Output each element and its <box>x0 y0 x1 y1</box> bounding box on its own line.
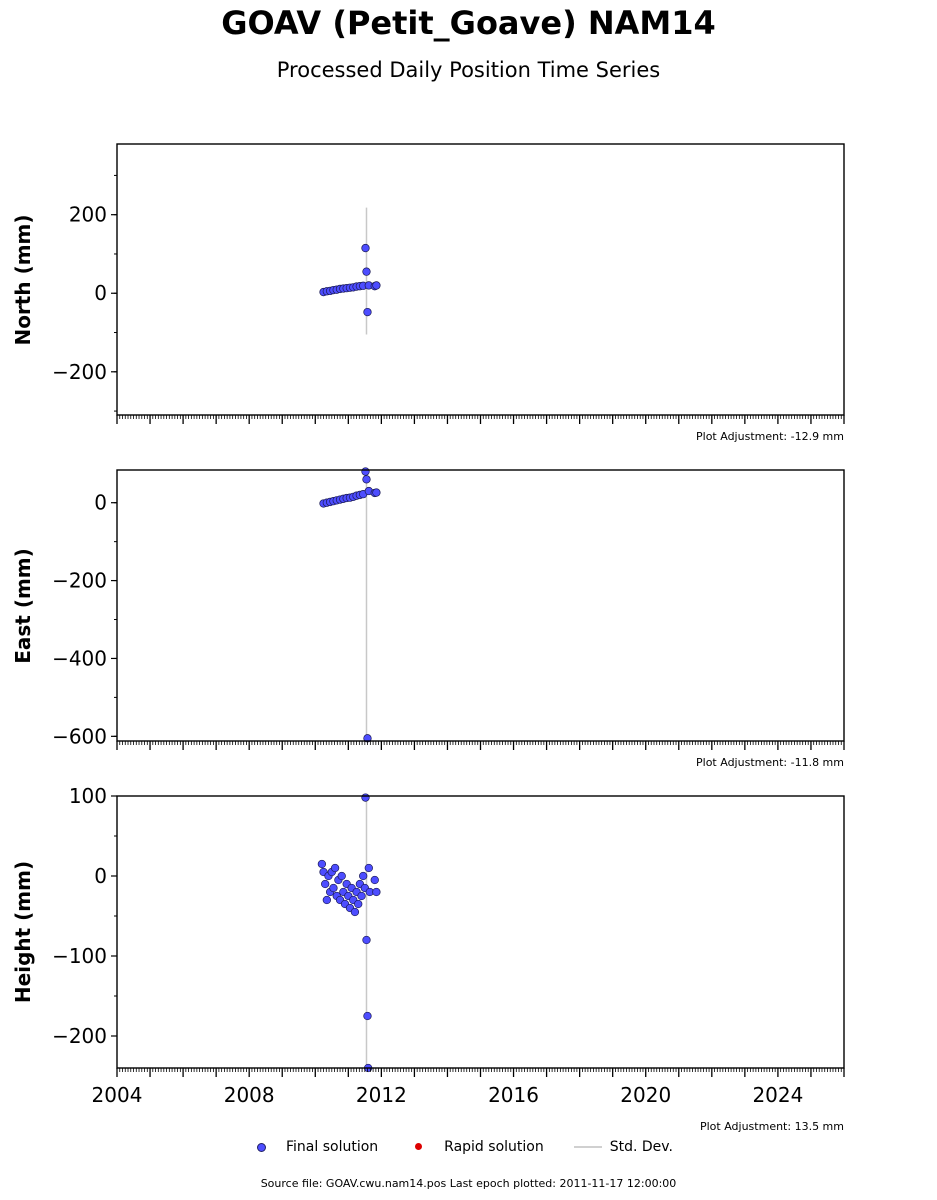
legend-item-stddev: Std. Dev. <box>573 1137 673 1157</box>
figure-subtitle: Processed Daily Position Time Series <box>276 58 661 82</box>
x-tick-label: 2024 <box>752 1083 803 1107</box>
y-tick-label: −200 <box>52 360 107 384</box>
legend-label-final: Final solution <box>286 1139 379 1155</box>
legend-label-stddev: Std. Dev. <box>609 1139 673 1155</box>
figure-title: GOAV (Petit_Goave) NAM14 <box>221 4 716 42</box>
data-point <box>329 883 338 893</box>
data-point <box>363 307 372 317</box>
y-tick-label: 0 <box>94 281 107 305</box>
source-note: Source file: GOAV.cwu.nam14.pos Last epo… <box>260 1177 677 1190</box>
data-point <box>337 871 346 881</box>
data-point <box>359 871 368 881</box>
x-tick-label: 2008 <box>224 1083 275 1107</box>
data-point <box>357 891 366 901</box>
data-point <box>370 875 379 885</box>
data-point <box>372 887 381 897</box>
data-point <box>350 907 360 917</box>
rapid-marker-icon <box>408 1137 438 1157</box>
y-tick-label: −100 <box>52 944 107 968</box>
stddev-line-icon <box>573 1137 604 1157</box>
plot-frame <box>116 795 845 1069</box>
panel-1: 200 0 −200 North (mm) Plot Adjustment: -12.9… <box>11 143 845 443</box>
data-point <box>372 281 381 290</box>
plot-adjustment-note: Plot Adjustment: 13.5 mm <box>700 1120 844 1133</box>
y-tick-label: 200 <box>69 203 107 227</box>
final-marker-icon <box>250 1137 280 1157</box>
y-tick-label: 0 <box>94 864 107 888</box>
y-axis-label: East (mm) <box>11 548 35 664</box>
y-tick-label: −400 <box>52 646 107 670</box>
data-point <box>364 863 373 873</box>
data-point <box>362 475 371 484</box>
y-tick-label: −600 <box>52 724 107 748</box>
data-point <box>362 267 371 276</box>
data-point <box>317 859 327 869</box>
data-point <box>354 899 363 909</box>
panel-3: 100 0 −100 −200 2004 2008 2012 2016 2020 2024 Heig… <box>11 784 845 1133</box>
plot-adjustment-note: Plot Adjustment: -11.8 mm <box>696 756 844 769</box>
y-tick-label: 0 <box>94 491 107 515</box>
x-tick-label: 2004 <box>92 1083 143 1107</box>
y-tick-label: 100 <box>69 784 107 808</box>
data-point <box>361 793 370 802</box>
legend: Final solution Rapid solution Std. Dev. <box>250 1137 703 1157</box>
panel-2: 0 −200 −400 −600 East (mm) Plot Adjustment: -… <box>11 467 845 769</box>
data-point <box>362 935 371 945</box>
legend-label-rapid: Rapid solution <box>444 1139 544 1155</box>
y-axis-label: Height (mm) <box>11 861 35 1003</box>
data-point <box>322 895 331 905</box>
x-tick-label: 2016 <box>488 1083 539 1107</box>
plot-frame <box>116 469 845 742</box>
data-point <box>330 863 340 873</box>
legend-item-rapid: Rapid solution <box>408 1137 544 1157</box>
plot-frame <box>116 143 845 416</box>
data-point <box>372 488 381 497</box>
data-point <box>321 879 330 889</box>
y-tick-label: −200 <box>52 569 107 593</box>
data-point <box>361 467 370 476</box>
legend-item-final: Final solution <box>250 1137 378 1157</box>
x-tick-label: 2020 <box>620 1083 671 1107</box>
y-axis-label: North (mm) <box>11 214 35 345</box>
y-tick-label: −200 <box>52 1024 107 1048</box>
plot-adjustment-note: Plot Adjustment: -12.9 mm <box>696 430 844 443</box>
x-tick-label: 2012 <box>356 1083 407 1107</box>
data-point <box>363 1011 372 1021</box>
data-point <box>361 243 370 253</box>
